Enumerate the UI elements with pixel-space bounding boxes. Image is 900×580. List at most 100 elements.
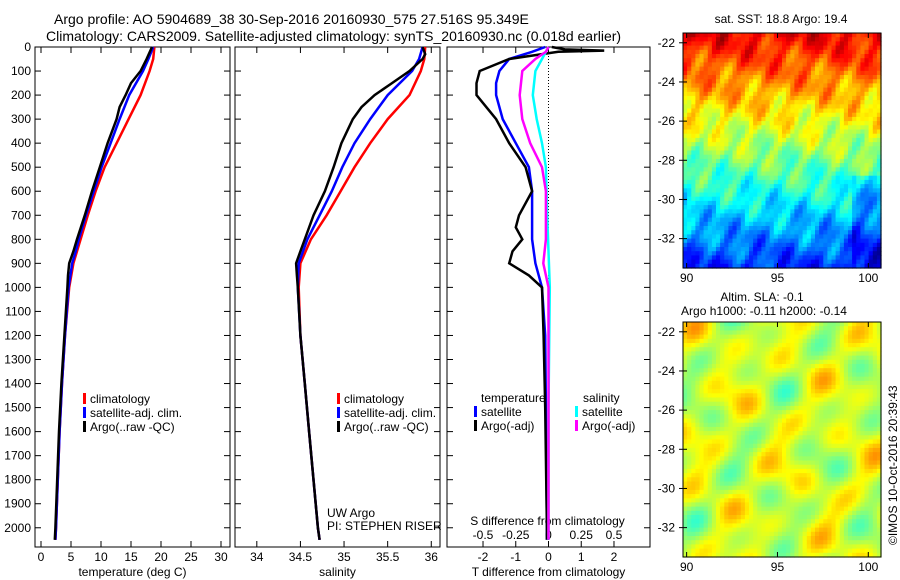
map-cell — [732, 389, 738, 394]
map-cell — [736, 238, 742, 244]
map-cell — [872, 125, 878, 131]
map-cell — [732, 133, 738, 139]
map-cell — [876, 255, 882, 261]
map-cell — [802, 481, 808, 487]
map-cell — [810, 384, 816, 390]
map-cell — [872, 230, 878, 235]
map-cell — [707, 498, 713, 504]
map-cell — [724, 494, 729, 499]
map-cell — [711, 175, 717, 181]
map-cell — [711, 255, 717, 261]
map-cell — [720, 37, 725, 42]
map-cell — [724, 422, 729, 428]
map-cell — [815, 464, 820, 470]
map-cell — [716, 146, 721, 152]
map-cell — [773, 531, 779, 537]
map-cell — [810, 158, 816, 164]
map-cell — [703, 481, 709, 487]
map-cell — [777, 83, 783, 89]
map-cell — [798, 150, 804, 156]
map-cell — [753, 70, 758, 76]
map-cell — [757, 154, 762, 160]
map-cell — [831, 179, 837, 185]
map-cell — [703, 326, 709, 331]
map-cell — [835, 70, 841, 76]
map-cell — [790, 54, 795, 59]
map-cell — [777, 171, 783, 177]
map-cell — [827, 452, 833, 457]
map-cell — [716, 213, 721, 219]
map-cell — [819, 150, 824, 156]
map-cell — [839, 79, 845, 84]
map-cell — [798, 368, 804, 373]
map-cell — [769, 87, 775, 93]
map-cell — [765, 41, 771, 47]
map-cell — [716, 100, 721, 105]
map-cell — [802, 326, 808, 331]
legend-label: Argo(-adj) — [582, 419, 635, 433]
map-cell — [802, 75, 808, 80]
map-cell — [757, 548, 762, 554]
map-cell — [765, 355, 771, 361]
map-cell — [740, 79, 746, 84]
map-cell — [827, 544, 833, 550]
map-cell — [695, 401, 701, 407]
map-cell — [794, 41, 800, 47]
map-cell — [782, 527, 787, 533]
map-cell — [848, 217, 853, 223]
map-cell — [790, 150, 795, 156]
map-cell — [806, 330, 812, 336]
map-cell — [860, 217, 866, 223]
map-cell — [819, 196, 824, 202]
map-cell — [687, 158, 692, 164]
map-cell — [815, 200, 820, 206]
map-cell — [757, 167, 762, 173]
map-cell — [860, 104, 866, 110]
map-cell — [687, 498, 692, 504]
map-cell — [757, 435, 762, 441]
map-cell — [769, 426, 775, 432]
map-cell — [876, 230, 882, 235]
map-cell — [831, 91, 837, 97]
map-cell — [695, 70, 701, 76]
map-cell — [815, 171, 820, 177]
map-cell — [815, 355, 820, 361]
map-cell — [683, 326, 688, 331]
map-cell — [777, 263, 783, 269]
map-cell — [786, 456, 791, 462]
map-cell — [720, 389, 725, 394]
map-cell — [707, 150, 713, 156]
map-cell — [703, 468, 709, 474]
map-cell — [782, 209, 787, 215]
map-cell — [843, 255, 849, 261]
map-cell — [736, 536, 742, 541]
x-tick-label: 0 — [38, 550, 45, 564]
map-cell — [699, 334, 705, 340]
map-cell — [843, 146, 849, 152]
map-cell — [786, 91, 791, 97]
map-cell — [806, 45, 812, 51]
map-cell — [703, 79, 709, 84]
map-cell — [868, 121, 874, 126]
map-cell — [773, 58, 779, 63]
map-cell — [843, 217, 849, 223]
map-cell — [687, 485, 692, 491]
map-cell — [815, 251, 820, 256]
map-cell — [769, 255, 775, 261]
map-cell — [761, 100, 767, 105]
map-cell — [872, 91, 878, 97]
map-cell — [806, 435, 812, 441]
map-cell — [732, 364, 738, 369]
map-cell — [683, 393, 688, 399]
map-cell — [711, 418, 717, 424]
map-cell — [683, 45, 688, 51]
map-cell — [769, 221, 775, 227]
map-cell — [691, 338, 696, 344]
map-cell — [732, 95, 738, 101]
map-cell — [786, 527, 791, 533]
map-cell — [823, 192, 828, 198]
map-cell — [761, 200, 767, 206]
map-cell — [732, 552, 738, 558]
map-cell — [749, 359, 754, 365]
map-cell — [786, 163, 791, 168]
